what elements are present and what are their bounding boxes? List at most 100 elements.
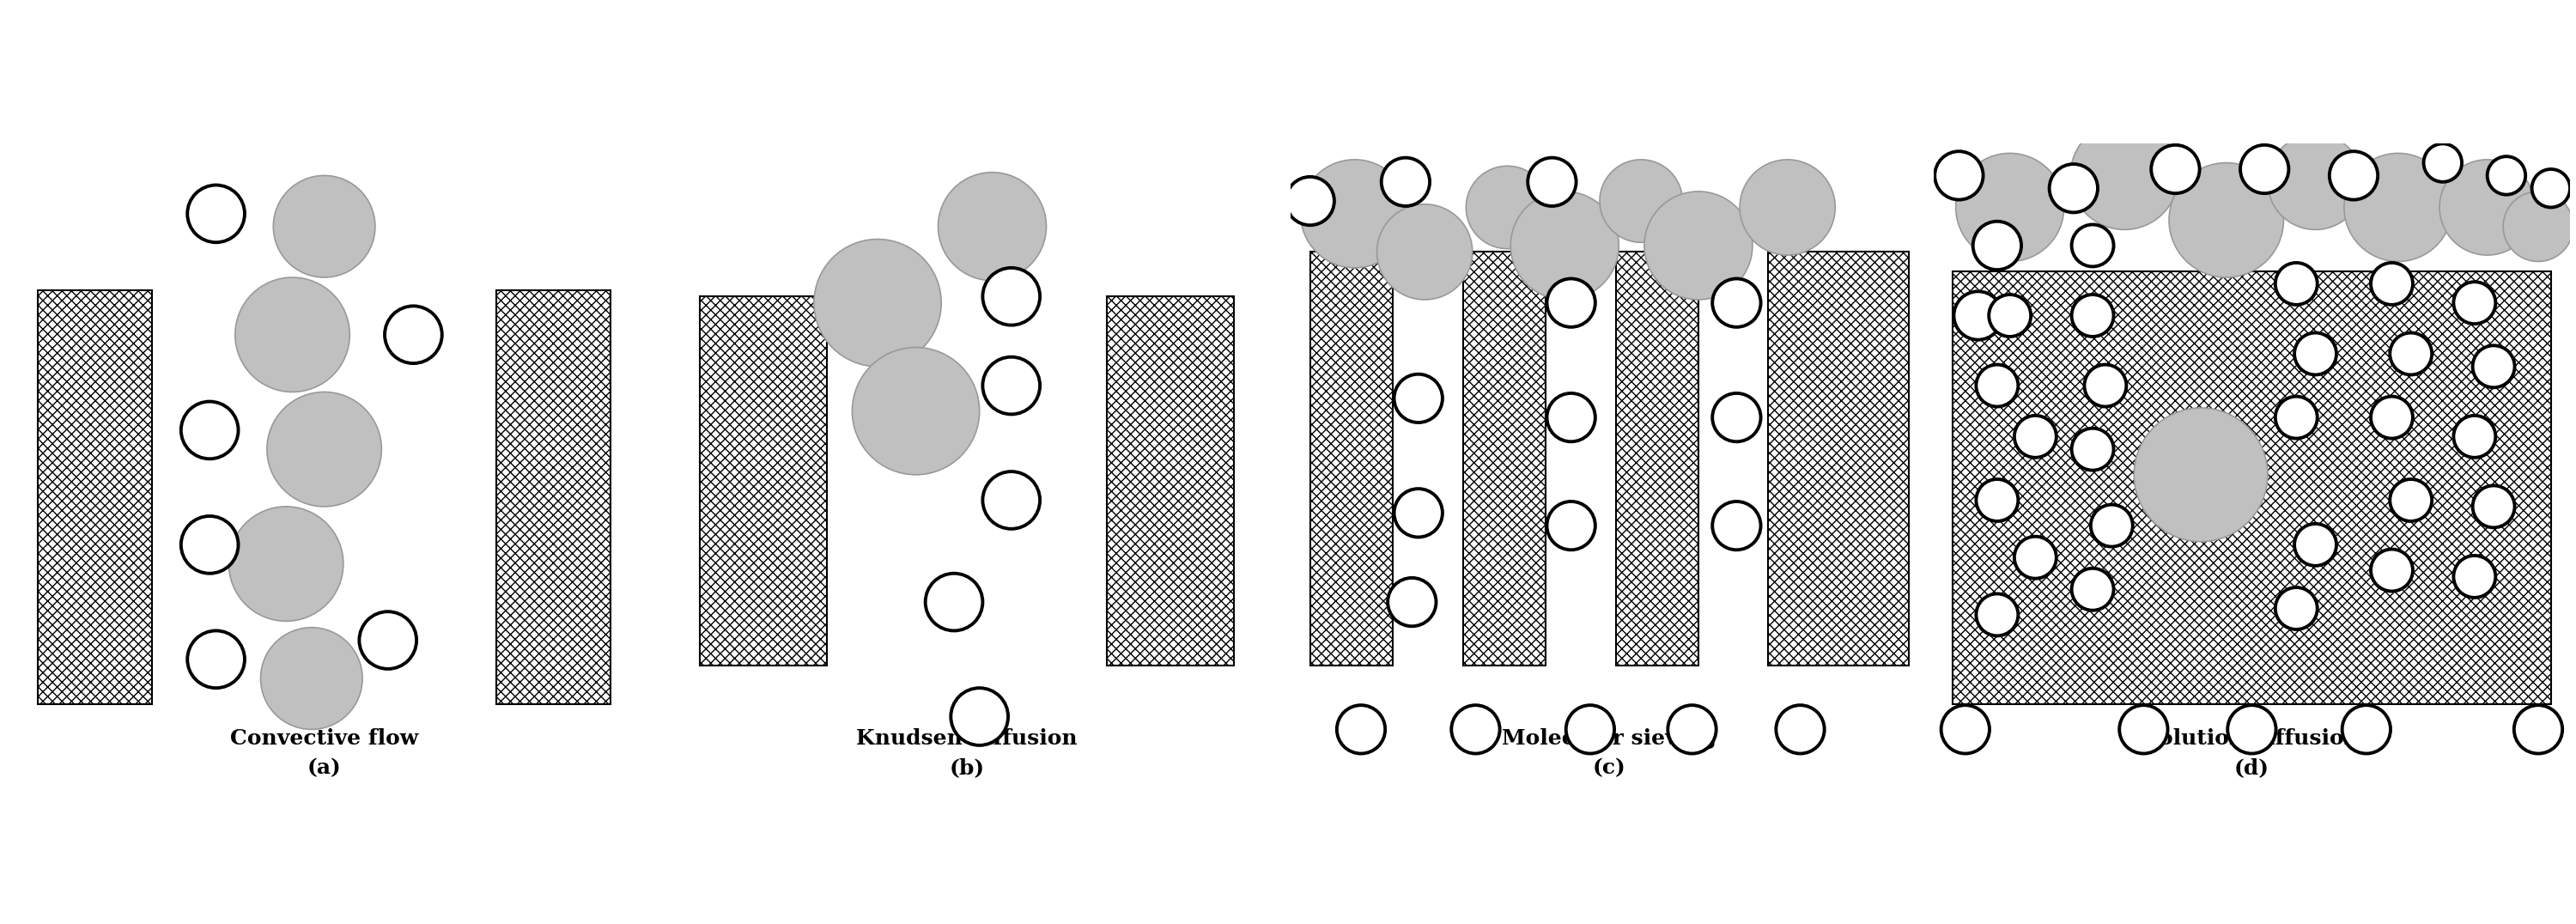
Circle shape (1378, 204, 1473, 299)
Circle shape (2071, 121, 2179, 230)
Bar (1953, 271, 2550, 704)
Circle shape (1667, 705, 1716, 754)
Circle shape (1381, 158, 1430, 206)
Circle shape (1566, 705, 1615, 754)
Circle shape (358, 612, 417, 669)
Circle shape (981, 357, 1041, 414)
Circle shape (2391, 480, 2432, 521)
Text: (a): (a) (307, 758, 340, 778)
Circle shape (1955, 153, 2063, 261)
Circle shape (1337, 705, 1386, 754)
Circle shape (1953, 291, 2002, 340)
Circle shape (1466, 166, 1548, 249)
Circle shape (273, 176, 376, 277)
Circle shape (234, 277, 350, 392)
Circle shape (2473, 346, 2514, 387)
Circle shape (2228, 705, 2277, 754)
Text: Molecular sieving: Molecular sieving (1502, 729, 1716, 749)
Circle shape (2071, 225, 2115, 266)
Bar (1311, 252, 1394, 665)
Circle shape (2370, 262, 2414, 305)
Circle shape (2342, 705, 2391, 754)
Circle shape (2452, 416, 2496, 457)
Circle shape (1600, 160, 1682, 242)
Circle shape (981, 268, 1041, 325)
Text: Knudsen diffusion: Knudsen diffusion (855, 729, 1077, 749)
Circle shape (1976, 594, 2017, 636)
Circle shape (1528, 158, 1577, 206)
Circle shape (2488, 156, 2524, 195)
Circle shape (2295, 333, 2336, 375)
Circle shape (1739, 160, 1834, 255)
Circle shape (1546, 394, 1595, 442)
Circle shape (2084, 365, 2125, 407)
Circle shape (1510, 191, 1618, 299)
Circle shape (1973, 222, 2022, 270)
Circle shape (180, 402, 240, 459)
Circle shape (1713, 279, 1762, 327)
Circle shape (2133, 407, 2267, 541)
Circle shape (1713, 394, 1762, 442)
Bar (1615, 252, 1698, 665)
Circle shape (1643, 191, 1752, 299)
Circle shape (2151, 145, 2200, 193)
Circle shape (2504, 191, 2573, 261)
Circle shape (2452, 555, 2496, 598)
Bar (1463, 252, 1546, 665)
Circle shape (2014, 537, 2056, 578)
Circle shape (2452, 282, 2496, 323)
Circle shape (1989, 295, 2030, 336)
Text: (b): (b) (948, 758, 984, 778)
Circle shape (2120, 705, 2169, 754)
Circle shape (925, 574, 981, 631)
Circle shape (180, 517, 240, 574)
Circle shape (2169, 163, 2282, 277)
Circle shape (1775, 705, 1824, 754)
Circle shape (188, 631, 245, 688)
Circle shape (2050, 164, 2097, 213)
Circle shape (2439, 160, 2535, 255)
Circle shape (1976, 365, 2017, 407)
Circle shape (2514, 705, 2563, 754)
Circle shape (1976, 480, 2017, 521)
Circle shape (1450, 705, 1499, 754)
Bar (701, 297, 827, 665)
Circle shape (814, 239, 940, 367)
Circle shape (2295, 524, 2336, 565)
Bar (497, 290, 611, 704)
Circle shape (938, 173, 1046, 281)
Text: (c): (c) (1592, 758, 1625, 778)
Bar (1767, 252, 1909, 665)
Circle shape (1388, 578, 1435, 626)
Circle shape (2071, 428, 2115, 470)
Circle shape (2424, 144, 2463, 182)
Circle shape (2532, 169, 2571, 207)
Circle shape (1546, 279, 1595, 327)
Circle shape (1285, 176, 1334, 225)
Circle shape (2014, 416, 2056, 457)
Circle shape (1546, 502, 1595, 550)
Bar (39, 290, 152, 704)
Circle shape (2473, 485, 2514, 528)
Text: Convective flow: Convective flow (229, 729, 417, 749)
Circle shape (2370, 549, 2414, 591)
Circle shape (1942, 705, 1989, 754)
Circle shape (853, 347, 979, 475)
Circle shape (951, 688, 1007, 746)
Circle shape (384, 306, 443, 363)
Circle shape (2241, 145, 2287, 193)
Circle shape (2275, 262, 2318, 305)
Circle shape (981, 471, 1041, 529)
Bar (1108, 297, 1234, 665)
Circle shape (2391, 333, 2432, 375)
Circle shape (188, 185, 245, 242)
Circle shape (2267, 134, 2362, 230)
Circle shape (2344, 153, 2452, 261)
Circle shape (1935, 152, 1984, 200)
Circle shape (1394, 489, 1443, 537)
Circle shape (1301, 160, 1409, 268)
Circle shape (2329, 152, 2378, 200)
Circle shape (229, 506, 343, 621)
Circle shape (1394, 374, 1443, 422)
Circle shape (2275, 588, 2318, 629)
